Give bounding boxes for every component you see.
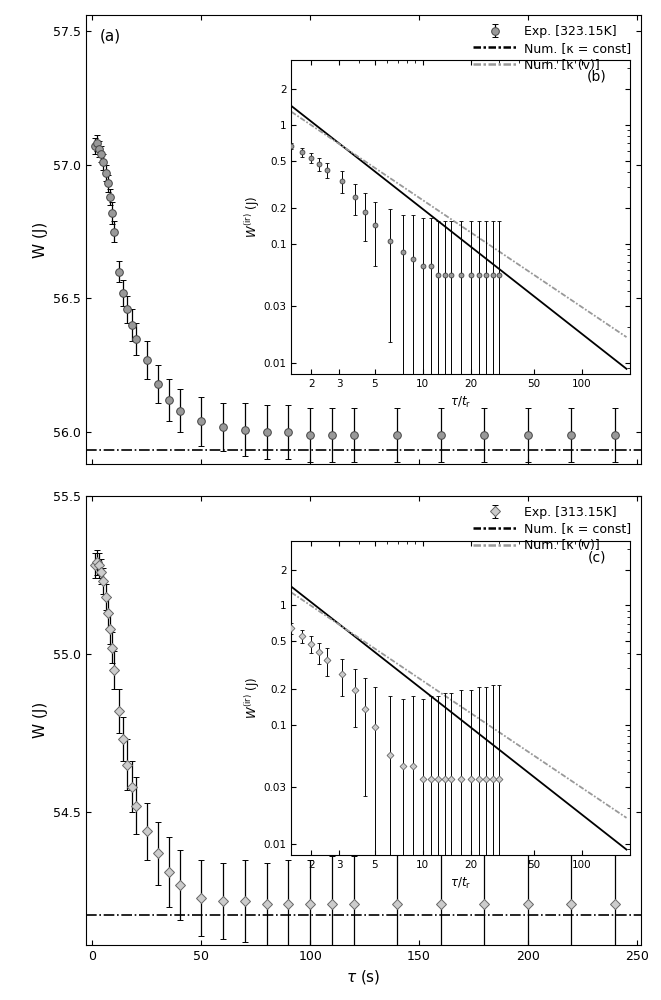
- Text: (a): (a): [100, 28, 121, 43]
- X-axis label: $\tau$ (s): $\tau$ (s): [346, 968, 381, 986]
- Legend: Exp. [313.15K], Num. [κ = const], Num. [κ (v)]: Exp. [313.15K], Num. [κ = const], Num. […: [469, 502, 635, 556]
- Legend: Exp. [323.15K], Num. [κ = const], Num. [κ (v)]: Exp. [323.15K], Num. [κ = const], Num. […: [469, 21, 635, 75]
- Y-axis label: W (J): W (J): [32, 702, 48, 738]
- Y-axis label: W (J): W (J): [32, 222, 48, 258]
